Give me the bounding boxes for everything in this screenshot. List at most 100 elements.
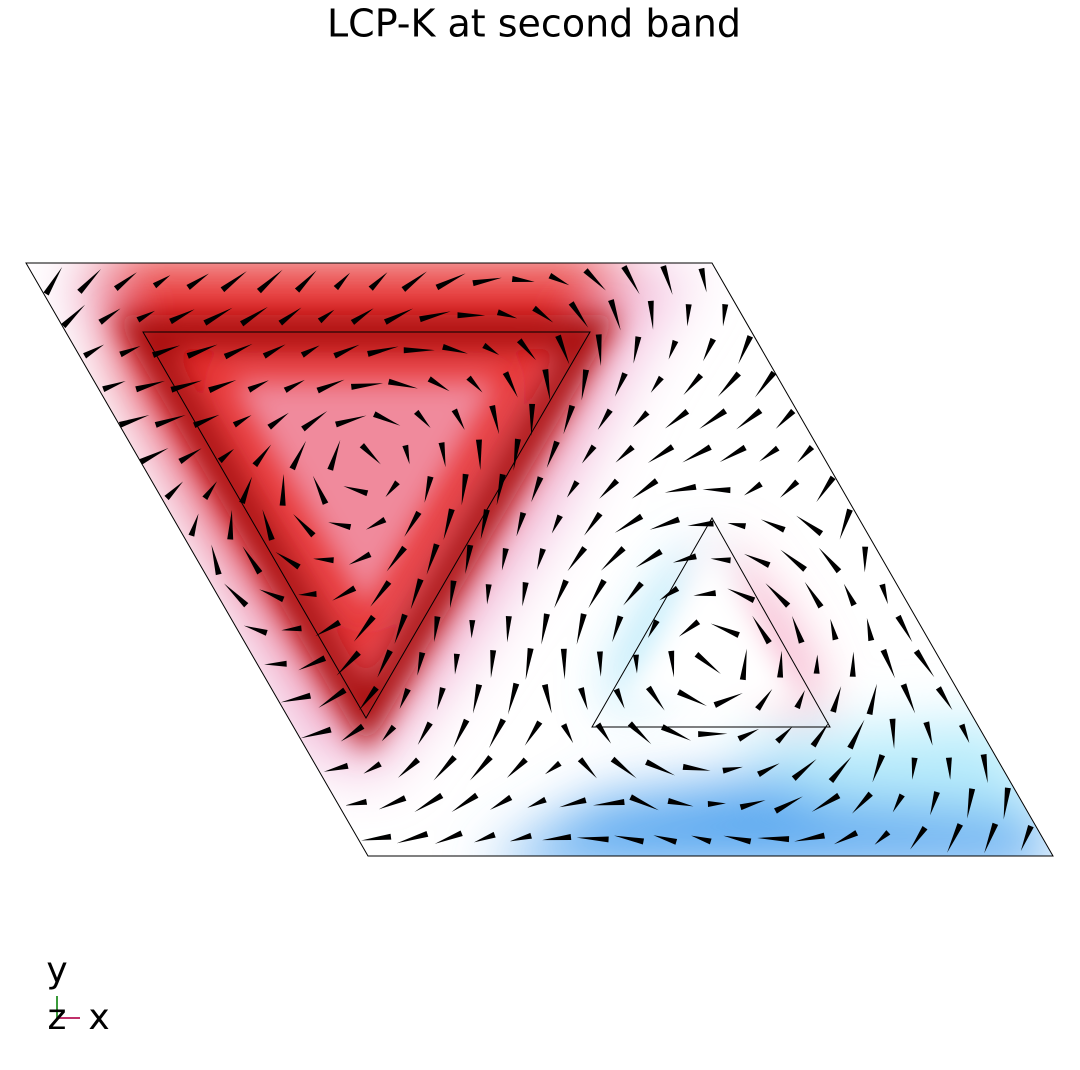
field-arrow: [427, 376, 450, 392]
field-arrow: [350, 383, 384, 390]
field-arrow: [542, 833, 572, 841]
field-arrow: [668, 650, 675, 678]
field-arrow: [318, 687, 347, 708]
field-arrow: [698, 731, 728, 738]
field-arrow: [472, 683, 483, 714]
field-arrow: [359, 443, 381, 465]
field-arrow: [892, 793, 905, 813]
field-arrow: [699, 408, 728, 430]
field-arrow: [509, 832, 532, 842]
field-arrow: [613, 688, 625, 709]
field-arrow: [600, 546, 626, 571]
field-arrow: [958, 723, 970, 744]
field-arrow: [830, 686, 842, 713]
field-arrow: [178, 448, 202, 464]
axis-triad: y z x: [46, 950, 109, 1038]
field-arrow: [434, 616, 441, 642]
field-arrow: [664, 409, 690, 429]
field-arrow: [345, 798, 368, 806]
field-arrow: [353, 614, 376, 642]
field-arrow: [385, 480, 400, 498]
field-arrow: [862, 546, 869, 573]
field-arrow: [396, 830, 429, 844]
field-arrow: [293, 513, 316, 538]
field-arrow: [502, 371, 518, 398]
field-arrow: [866, 618, 875, 642]
field-arrow: [632, 410, 650, 428]
field-arrow: [242, 546, 263, 575]
field-arrow: [489, 718, 506, 749]
field-arrow: [256, 269, 283, 294]
field-arrow: [482, 342, 500, 355]
field-arrow: [513, 438, 521, 471]
field-arrow: [383, 308, 414, 325]
field-arrow: [202, 481, 217, 501]
field-arrow: [737, 728, 760, 742]
field-arrow: [738, 335, 754, 365]
field-arrow: [227, 509, 234, 540]
field-arrow: [119, 346, 141, 358]
field-arrow: [660, 265, 673, 295]
field-arrow: [327, 439, 341, 471]
field-arrow: [595, 722, 612, 744]
field-arrow: [796, 515, 824, 537]
field-arrow: [923, 721, 933, 746]
field-arrow: [647, 444, 675, 463]
field-arrow: [727, 588, 756, 603]
field-arrow: [879, 583, 888, 605]
field-arrow: [774, 796, 803, 814]
field-arrow: [1020, 824, 1034, 852]
field-arrow: [424, 475, 434, 503]
field-arrow: [548, 272, 570, 286]
field-arrow: [489, 405, 500, 435]
field-arrow: [279, 473, 286, 506]
field-arrow: [443, 508, 455, 541]
field-arrow: [437, 687, 446, 711]
field-arrow: [211, 544, 222, 576]
field-arrow: [368, 272, 388, 291]
field-arrow: [560, 723, 574, 744]
field-arrow: [576, 613, 587, 645]
field-arrow: [435, 273, 466, 291]
field-arrow: [465, 544, 474, 574]
field-arrow: [280, 692, 312, 703]
field-arrow: [300, 345, 320, 358]
field-arrow: [794, 832, 825, 842]
field-arrow: [810, 722, 830, 748]
field-arrow: [596, 651, 603, 677]
field-arrow: [703, 337, 716, 362]
field-arrow: [152, 275, 171, 289]
field-arrow: [649, 516, 680, 530]
field-arrow: [397, 757, 421, 778]
field-arrow: [694, 651, 721, 674]
field-arrow: [660, 724, 692, 741]
field-arrow: [473, 831, 496, 843]
field-arrow: [469, 755, 493, 781]
field-arrow: [394, 613, 408, 644]
field-arrow: [281, 625, 302, 632]
field-arrow: [664, 483, 697, 493]
field-arrow: [792, 615, 805, 644]
field-arrow: [967, 788, 976, 819]
field-arrow: [113, 272, 137, 292]
field-arrow: [43, 266, 63, 296]
field-arrow: [466, 375, 483, 393]
field-arrow: [361, 833, 392, 841]
field-arrow: [388, 378, 418, 389]
field-arrow: [719, 444, 747, 463]
field-arrow: [935, 686, 953, 711]
field-arrow: [289, 440, 307, 471]
field-arrow: [559, 797, 587, 808]
field-arrow: [243, 625, 268, 636]
field-arrow: [333, 272, 351, 291]
field-arrow: [1003, 787, 1011, 820]
field-arrow: [727, 522, 747, 530]
field-arrow: [457, 312, 486, 319]
field-arrow: [578, 687, 588, 711]
field-arrow: [599, 478, 620, 499]
field-arrow: [647, 300, 654, 330]
field-arrow: [154, 414, 186, 428]
field-arrow: [381, 724, 397, 742]
field-arrow: [336, 650, 361, 676]
field-arrow: [597, 408, 613, 430]
